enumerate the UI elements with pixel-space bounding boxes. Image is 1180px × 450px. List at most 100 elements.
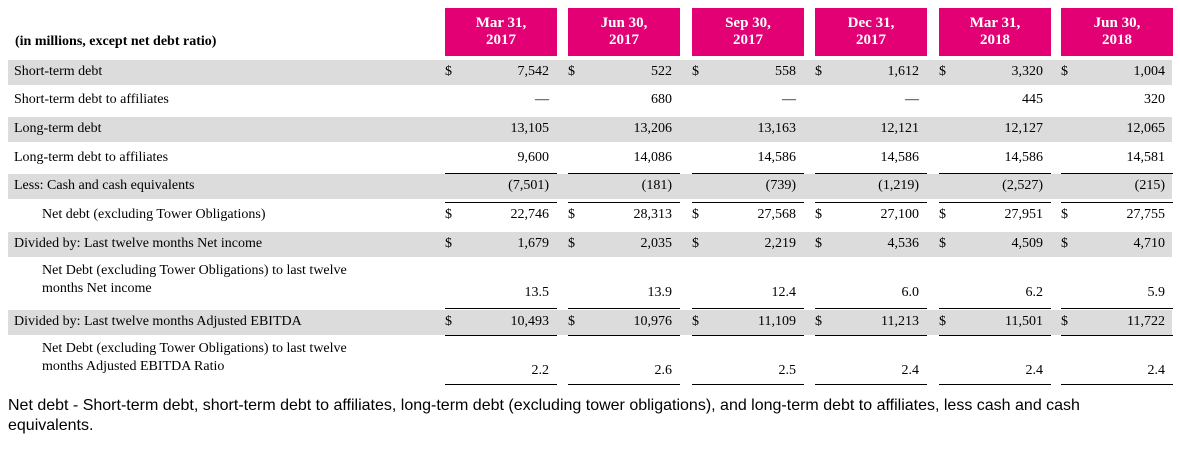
table-cell: 13.9 (647, 285, 673, 300)
table-cell: 12,121 (880, 121, 920, 136)
row-label: Short-term debt to affiliates (14, 92, 169, 107)
table-cell: 2.5 (778, 363, 797, 378)
currency-symbol: $ (445, 236, 452, 251)
row-label: Long-term debt (14, 121, 102, 136)
table-cell: 12,127 (1004, 121, 1044, 136)
table-cell: 2,035 (640, 236, 673, 251)
row-label: Less: Cash and cash equivalents (14, 178, 195, 193)
table-cell: 10,976 (633, 314, 673, 329)
table-cell: 14,586 (880, 150, 920, 165)
column-rule (939, 173, 1051, 174)
column-header: Jun 30, 2017 (568, 8, 680, 56)
column-rule (815, 335, 927, 336)
table-cell: 14,086 (633, 150, 673, 165)
currency-symbol: $ (1061, 64, 1068, 79)
column-header-line: 2017 (609, 32, 639, 48)
table-cell: 2.6 (654, 363, 673, 378)
column-rule (568, 202, 680, 203)
table-cell: 27,568 (757, 207, 797, 222)
currency-symbol: $ (445, 64, 452, 79)
column-header: Mar 31, 2017 (445, 8, 557, 56)
table-cell: (2,527) (1002, 178, 1043, 193)
column-header-line: 2017 (733, 32, 763, 48)
row-label: Divided by: Last twelve months Adjusted … (14, 314, 302, 329)
table-cell: 1,679 (517, 236, 550, 251)
table-cell: (215) (1134, 178, 1165, 193)
currency-symbol: $ (692, 64, 699, 79)
column-rule (1061, 384, 1173, 385)
currency-symbol: $ (568, 236, 575, 251)
table-row: Divided by: Last twelve months Net incom… (8, 232, 1172, 257)
column-header-line: 2017 (486, 32, 516, 48)
column-header: Dec 31, 2017 (815, 8, 927, 56)
table-cell: 2.4 (901, 363, 920, 378)
row-label: months Adjusted EBITDA Ratio (42, 359, 225, 374)
row-label: Divided by: Last twelve months Net incom… (14, 236, 263, 251)
column-rule (692, 173, 804, 174)
currency-symbol: $ (939, 64, 946, 79)
table-cell: (1,219) (878, 178, 919, 193)
column-rule (445, 173, 557, 174)
table-cell: 13,105 (510, 121, 550, 136)
table-cell: 2.4 (1025, 363, 1044, 378)
table-cell: 1,612 (887, 64, 920, 79)
currency-symbol: $ (815, 64, 822, 79)
table-cell: 2.4 (1147, 363, 1166, 378)
table-cell: 4,536 (887, 236, 920, 251)
column-header-line: Sep 30, (725, 15, 771, 31)
column-rule (445, 384, 557, 385)
column-rule (692, 384, 804, 385)
table-cell: 11,722 (1127, 314, 1165, 329)
column-rule (692, 308, 804, 309)
column-rule (815, 202, 927, 203)
currency-symbol: $ (568, 207, 575, 222)
currency-symbol: $ (939, 207, 946, 222)
table-row: Less: Cash and cash equivalents (7,501) (1… (8, 174, 1172, 199)
currency-symbol: $ (568, 314, 575, 329)
table-cell: — (535, 92, 549, 107)
column-header: Jun 30, 2018 (1061, 8, 1173, 56)
table-cell: 2.2 (531, 363, 550, 378)
table-cell: (181) (641, 178, 672, 193)
column-rule (568, 308, 680, 309)
column-rule (692, 335, 804, 336)
table-cell: 5.9 (1147, 285, 1166, 300)
table-cell: 558 (775, 64, 796, 79)
column-header-line: 2018 (1102, 32, 1132, 48)
column-rule (815, 173, 927, 174)
column-rule (692, 202, 804, 203)
row-label: Net Debt (excluding Tower Obligations) t… (42, 263, 347, 278)
units-label: (in millions, except net debt ratio) (15, 34, 217, 49)
table-cell: 9,600 (517, 150, 550, 165)
currency-symbol: $ (692, 207, 699, 222)
table-cell: 14,586 (1004, 150, 1044, 165)
column-rule (445, 308, 557, 309)
currency-symbol: $ (445, 207, 452, 222)
table-cell: 4,509 (1011, 236, 1044, 251)
currency-symbol: $ (692, 314, 699, 329)
column-rule (815, 308, 927, 309)
row-label: Net debt (excluding Tower Obligations) (42, 207, 266, 222)
table-cell: 11,109 (758, 314, 796, 329)
row-label: Long-term debt to affiliates (14, 150, 169, 165)
table-row: Net Debt (excluding Tower Obligations) t… (8, 339, 1172, 384)
table-cell: 14,581 (1126, 150, 1166, 165)
table-cell: 11,501 (1005, 314, 1043, 329)
table-cell: 1,004 (1133, 64, 1166, 79)
column-rule (568, 384, 680, 385)
table-cell: 22,746 (510, 207, 550, 222)
currency-symbol: $ (815, 207, 822, 222)
currency-symbol: $ (1061, 207, 1068, 222)
currency-symbol: $ (939, 314, 946, 329)
table-cell: 13,163 (757, 121, 797, 136)
currency-symbol: $ (1061, 236, 1068, 251)
table-row: Long-term debt 13,105 13,206 13,163 12,121 12… (8, 117, 1172, 142)
table-cell: 10,493 (510, 314, 550, 329)
table-row: Long-term debt to affiliates 9,600 14,086 1… (8, 146, 1172, 171)
table-cell: 6.0 (901, 285, 920, 300)
table-cell: 13,206 (633, 121, 673, 136)
column-header-line: Jun 30, (600, 15, 648, 31)
table-cell: 13.5 (524, 285, 550, 300)
table-cell: 28,313 (633, 207, 673, 222)
column-header-line: Dec 31, (847, 15, 895, 31)
